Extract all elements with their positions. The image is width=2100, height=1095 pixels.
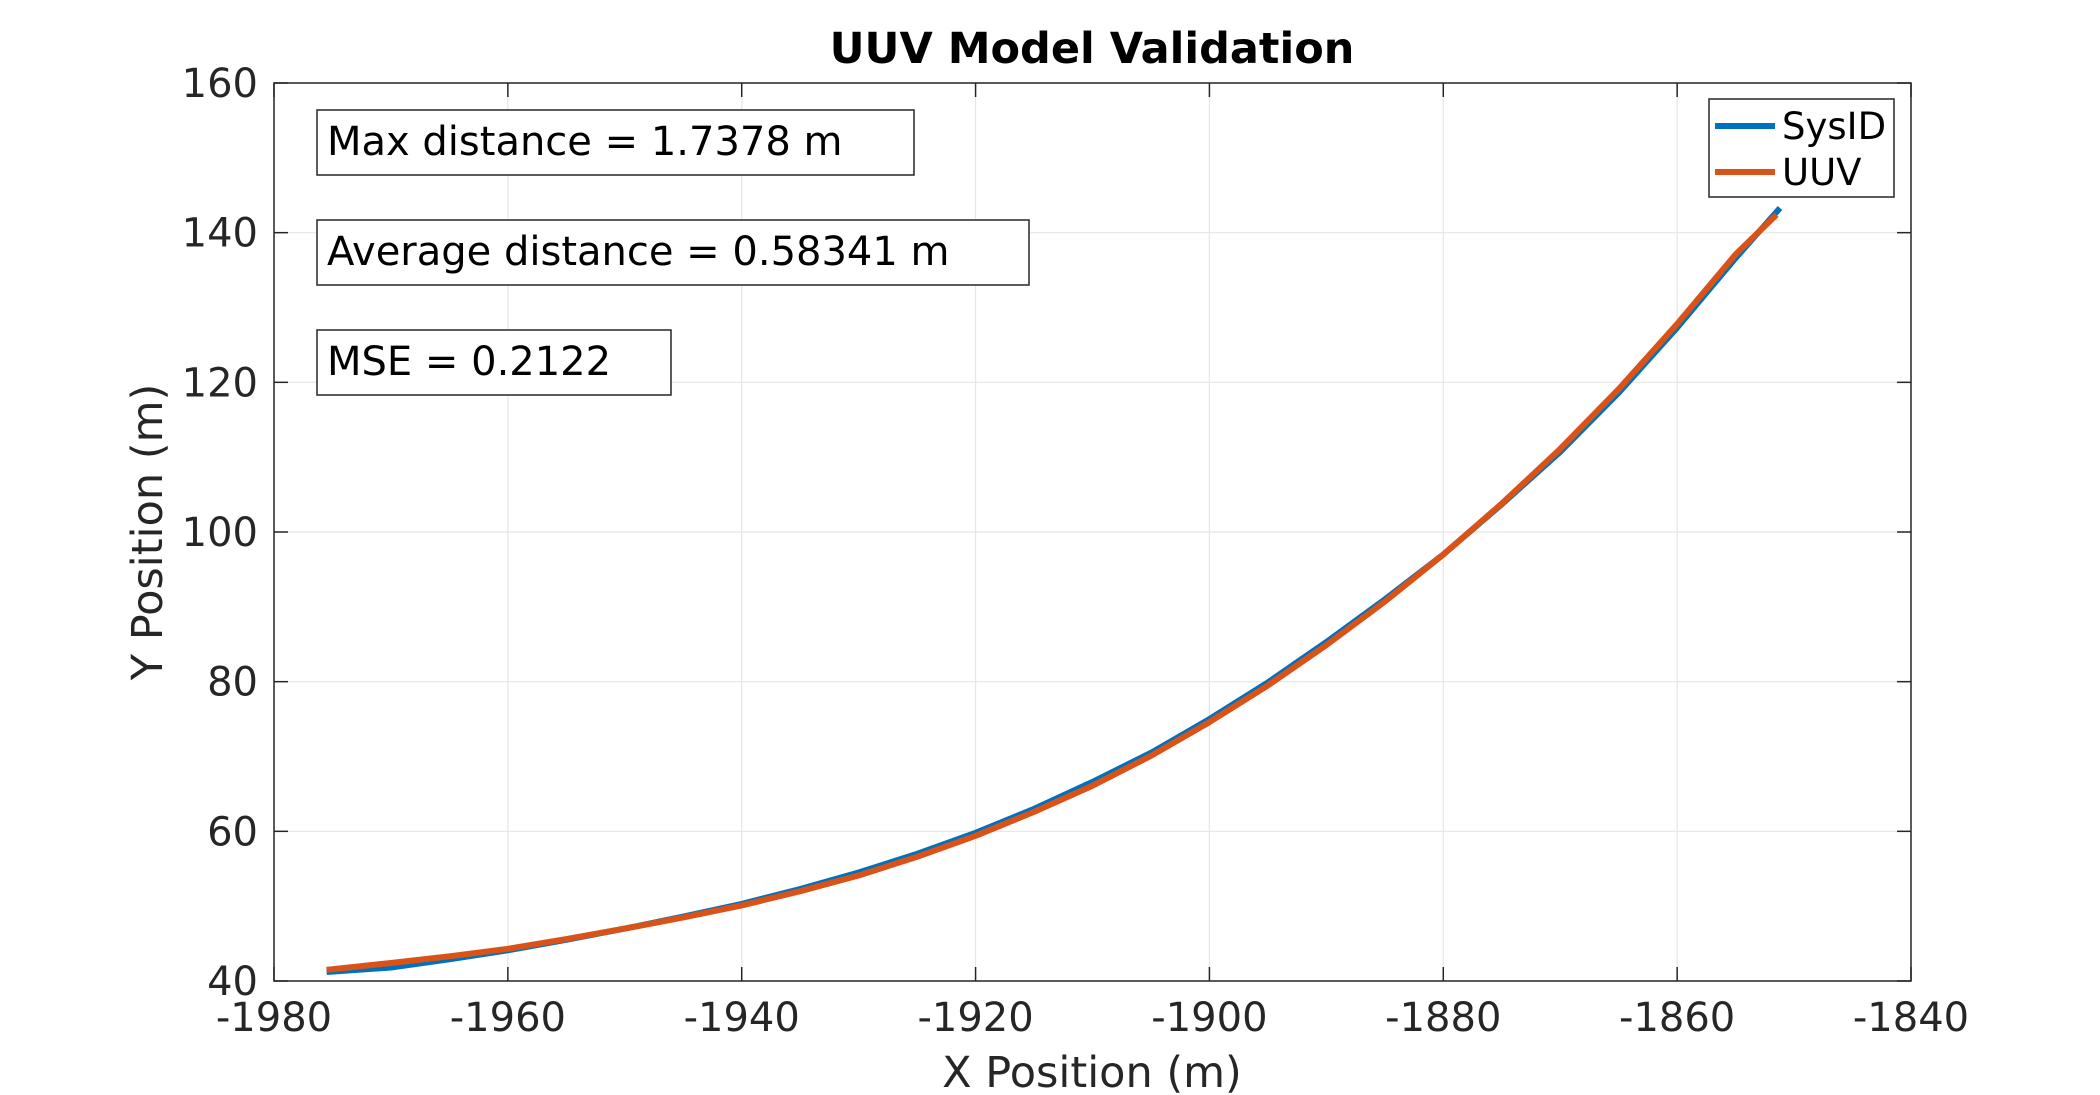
x-tick-labels: -1980 -1960 -1940 -1920 -1900 -1880 -1860 -1840 — [216, 995, 1969, 1041]
x-tick-label: -1940 — [684, 995, 800, 1041]
plot-frame — [273, 82, 1912, 982]
x-tick-label: -1900 — [1151, 995, 1267, 1041]
y-tick-label: 120 — [182, 360, 258, 406]
x-tick-label: -1860 — [1619, 995, 1735, 1041]
annotation-box — [316, 219, 1030, 286]
series-lines — [326, 206, 1783, 975]
y-tick-label: 80 — [207, 660, 258, 706]
x-axis-label: X Position (m) — [942, 1048, 1242, 1095]
series-line-uuv — [326, 212, 1779, 973]
y-tick-labels: 40 60 80 100 120 140 160 — [182, 61, 258, 1005]
annotation-average-distance: Average distance = 0.58341 m — [316, 219, 1030, 286]
x-tick-label: -1920 — [917, 995, 1033, 1041]
legend: SysID UUV — [1708, 98, 1895, 198]
annotation-max-distance: Max distance = 1.7378 m — [316, 109, 915, 176]
annotation-text: Max distance = 1.7378 m — [327, 119, 843, 165]
x-tick-label: -1980 — [216, 995, 332, 1041]
annotation-box — [316, 109, 915, 176]
y-tick-label: 140 — [182, 211, 258, 257]
legend-label-uuv: UUV — [1782, 151, 1861, 194]
annotation-text: MSE = 0.2122 — [327, 339, 611, 385]
annotation-text: Average distance = 0.58341 m — [327, 229, 950, 275]
y-tick-label: 60 — [207, 809, 258, 855]
annotation-mse: MSE = 0.2122 — [316, 329, 672, 396]
x-tick-label: -1840 — [1853, 995, 1969, 1041]
y-axis-label: Y Position (m) — [123, 384, 173, 681]
legend-box — [1708, 98, 1895, 198]
x-tick-label: -1880 — [1385, 995, 1501, 1041]
y-tick-label: 160 — [182, 61, 258, 107]
y-tick-label: 40 — [207, 959, 258, 1005]
y-tick-label: 100 — [182, 510, 258, 556]
x-tick-label: -1960 — [450, 995, 566, 1041]
annotation-box — [316, 329, 672, 396]
chart-title: UUV Model Validation — [830, 24, 1355, 74]
legend-label-sysid: SysID — [1782, 105, 1886, 148]
